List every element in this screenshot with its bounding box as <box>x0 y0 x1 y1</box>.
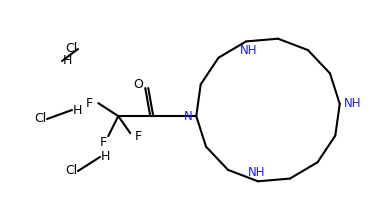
Text: F: F <box>86 97 93 110</box>
Text: N: N <box>184 110 193 123</box>
Text: NH: NH <box>240 44 258 57</box>
Text: Cl: Cl <box>65 164 77 178</box>
Text: NH: NH <box>344 97 362 110</box>
Text: H: H <box>100 150 109 164</box>
Text: NH: NH <box>248 166 266 179</box>
Text: F: F <box>135 130 142 143</box>
Text: Cl: Cl <box>34 113 46 125</box>
Text: F: F <box>100 136 107 149</box>
Text: H: H <box>72 104 82 117</box>
Text: O: O <box>134 78 143 91</box>
Text: H: H <box>62 55 72 67</box>
Text: Cl: Cl <box>65 42 77 55</box>
